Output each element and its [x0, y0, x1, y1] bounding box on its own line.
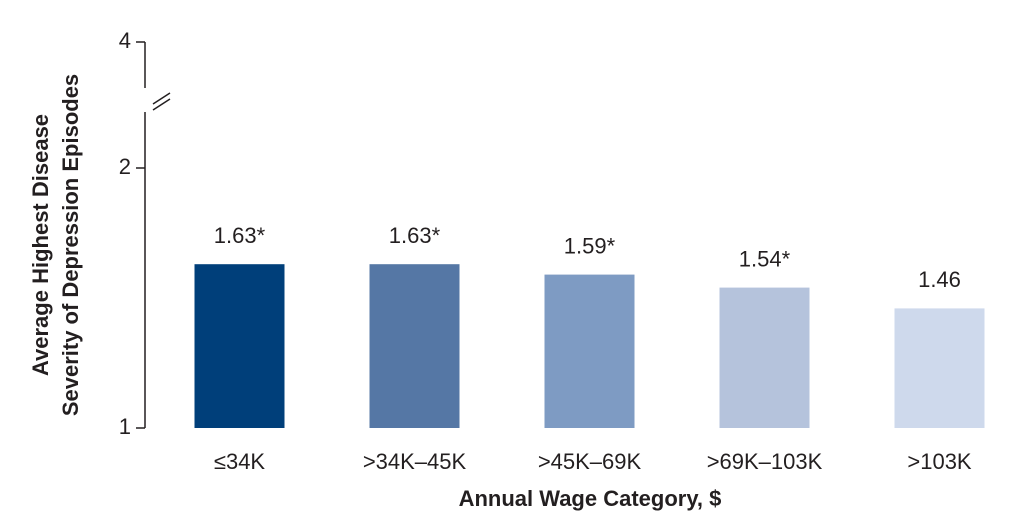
bar — [194, 264, 285, 428]
y-tick-label: 1 — [119, 414, 131, 439]
data-label: 1.59* — [564, 233, 616, 258]
bar — [894, 308, 985, 428]
bar — [369, 264, 460, 428]
x-tick-label: >103K — [907, 449, 972, 474]
data-label: 1.63* — [214, 223, 266, 248]
x-tick-label: ≤34K — [214, 449, 266, 474]
data-label: 1.54* — [739, 246, 791, 271]
data-label: 1.63* — [389, 223, 441, 248]
x-axis-label: Annual Wage Category, $ — [459, 486, 722, 511]
axis-break — [152, 98, 171, 111]
bar — [544, 274, 635, 428]
y-tick-label: 4 — [119, 28, 131, 53]
x-tick-label: >34K–45K — [363, 449, 467, 474]
x-tick-label: >69K–103K — [707, 449, 823, 474]
y-axis-label: Severity of Depression Episodes — [58, 74, 83, 416]
x-tick-label: >45K–69K — [538, 449, 642, 474]
axis-break — [152, 92, 171, 105]
y-tick-label: 2 — [119, 154, 131, 179]
bar — [719, 287, 810, 428]
y-axis-label: Average Highest Disease — [28, 114, 53, 376]
data-label: 1.46 — [918, 267, 961, 292]
